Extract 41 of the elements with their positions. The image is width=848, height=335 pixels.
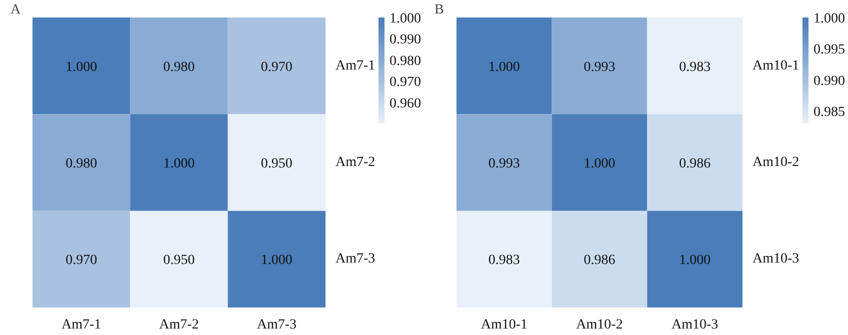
- data-label: 0.993: [488, 156, 520, 172]
- data-label: 0.986: [679, 156, 711, 172]
- data-label: 1.000: [584, 156, 616, 172]
- data-label: 1.000: [66, 60, 98, 75]
- data-label: 0.983: [488, 253, 520, 268]
- y-tick-label: Am10-1: [752, 58, 800, 74]
- x-tick-label: Am10-1: [480, 318, 528, 332]
- data-label: 1.000: [488, 60, 520, 75]
- y-tick-label: Am7-3: [336, 252, 376, 267]
- color-bar-label: 0.960: [390, 96, 421, 112]
- color-bar-label: 0.995: [814, 42, 845, 58]
- data-label: 1.000: [260, 253, 292, 268]
- color-bar-label: 1.000: [390, 12, 421, 26]
- data-label: 1.000: [163, 156, 195, 172]
- data-label: 0.986: [584, 253, 616, 268]
- y-tick-label: Am10-2: [752, 155, 800, 170]
- x-tick-label: Am7-2: [159, 318, 199, 332]
- data-label: 0.950: [163, 253, 195, 268]
- x-tick-label: Am10-3: [672, 318, 718, 332]
- color-bar-label: 0.990: [814, 74, 845, 89]
- x-tick-label: Am7-3: [256, 318, 297, 332]
- y-tick-label: Am7-2: [336, 155, 376, 170]
- data-label: 0.980: [163, 60, 195, 75]
- color-bar-label: 0.985: [814, 105, 845, 120]
- data-label: 0.950: [260, 156, 292, 172]
- y-tick-label: Am7-1: [336, 58, 376, 74]
- color-bar-label: 1.000: [814, 12, 845, 26]
- data-label: 0.970: [66, 253, 98, 268]
- color-bar-label: 0.980: [390, 54, 421, 69]
- chart-title: B: [434, 2, 444, 18]
- y-tick-label: Am10-3: [752, 252, 800, 267]
- chart-title: A: [10, 2, 22, 18]
- data-label: 0.993: [584, 60, 616, 75]
- x-tick-label: Am7-1: [62, 318, 102, 332]
- x-tick-label: Am10-2: [576, 318, 623, 332]
- color-bar-label: 0.970: [390, 75, 421, 90]
- data-label: 0.970: [260, 60, 292, 75]
- data-label: 1.000: [679, 253, 711, 268]
- data-label: 0.980: [66, 156, 98, 172]
- color-bar-label: 0.990: [390, 32, 421, 48]
- data-label: 0.983: [679, 60, 711, 75]
